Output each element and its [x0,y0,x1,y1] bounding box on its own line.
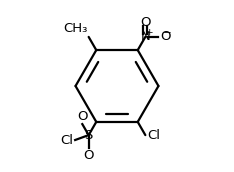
Text: O: O [161,30,171,43]
Text: O: O [77,110,88,123]
Text: Cl: Cl [147,130,160,142]
Text: +: + [145,28,153,37]
Text: N: N [140,30,150,43]
Text: O: O [83,149,94,162]
Text: −: − [163,28,171,38]
Text: Cl: Cl [60,133,73,147]
Text: O: O [140,15,151,29]
Text: S: S [84,129,93,142]
Text: CH₃: CH₃ [63,22,87,35]
